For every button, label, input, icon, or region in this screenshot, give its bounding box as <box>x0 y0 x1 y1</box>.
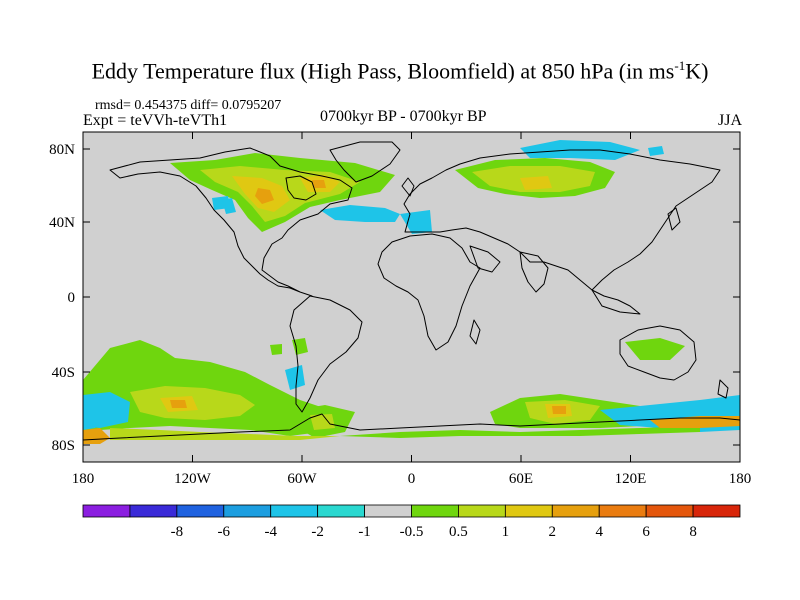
coast-india <box>519 251 549 293</box>
colorbar-box-3 <box>223 504 272 518</box>
colorbar-box-11 <box>598 504 647 518</box>
coast-south-america <box>289 295 363 413</box>
coast-antarctica <box>83 413 740 441</box>
drake-yellow-spot <box>310 414 335 430</box>
coast-africa <box>377 233 481 351</box>
lat-axis: 80N 40N 0 40S 80S <box>49 142 740 454</box>
lon-label-60w: 60W <box>287 471 317 487</box>
lon-label-120w: 120W <box>174 471 212 487</box>
colorbar-label-5: -0.5 <box>400 524 424 540</box>
colorbar-box-10 <box>551 504 600 518</box>
colorbar-label-7: 1 <box>502 524 510 540</box>
colorbar-label-1: -6 <box>218 524 231 540</box>
colorbar-label-11: 8 <box>689 524 697 540</box>
colorbar-box-2 <box>176 504 225 518</box>
colorbar-label-4: -1 <box>358 524 371 540</box>
colorbar-box-8 <box>458 504 506 518</box>
australia-south-green-region <box>625 338 685 360</box>
lon-label-0: 0 <box>408 471 416 487</box>
title-superscript: -1 <box>674 58 686 73</box>
colorbar-label-6: 0.5 <box>449 524 468 540</box>
colorbar-box-9 <box>504 504 553 518</box>
arctic-cyan-spot-east <box>648 146 664 156</box>
coast-new-zealand <box>717 379 729 399</box>
colorbar-box-13 <box>692 504 741 518</box>
season-label: JJA <box>718 112 743 129</box>
colorbar-box-7 <box>411 504 459 518</box>
coast-madagascar <box>469 319 481 345</box>
south-atlantic-green-spot <box>270 344 282 355</box>
colorbar-label-10: 6 <box>642 524 650 540</box>
colorbar-box-5 <box>317 504 365 518</box>
colorbar-box-6 <box>364 504 412 518</box>
title-end: K) <box>685 58 709 84</box>
colorbar-box-0 <box>82 504 131 518</box>
coast-greenland <box>329 141 401 183</box>
coast-arabia <box>469 245 501 273</box>
colorbar-label-9: 4 <box>595 524 603 540</box>
colorbar-labels: -8 -6 -4 -2 -1 -0.5 0.5 1 2 4 6 8 <box>171 524 697 540</box>
antarctic-green-strip <box>340 426 700 438</box>
na-orange-spot <box>255 188 274 204</box>
lat-label-40n: 40N <box>49 215 75 231</box>
map-area <box>83 132 740 462</box>
eurasia-gold-spot <box>520 176 552 190</box>
period-label: 0700kyr BP - 0700kyr BP <box>320 108 487 125</box>
iberia-cyan-region <box>400 210 432 234</box>
coast-eurasia <box>403 149 721 291</box>
coast-japan <box>667 207 681 231</box>
colorbar-box-12 <box>645 504 694 518</box>
lon-label-180-right: 180 <box>729 471 752 487</box>
colorbar-label-3: -2 <box>311 524 324 540</box>
southern-cyan-band-west <box>83 402 110 430</box>
coast-uk <box>401 177 415 197</box>
indian-orange-spot <box>552 406 566 414</box>
hudson-orange-spot <box>312 180 326 188</box>
lat-label-0: 0 <box>68 290 76 306</box>
colorbar-box-1 <box>129 504 178 518</box>
colorbar <box>82 504 741 518</box>
atlantic-cyan-region <box>320 205 400 222</box>
antarctic-orange-strip-east <box>650 416 740 428</box>
anomaly-fields <box>83 140 740 444</box>
stats-text: rmsd= 0.454375 diff= 0.0795207 <box>95 98 282 113</box>
lat-label-80n: 80N <box>49 142 75 158</box>
title-main: Eddy Temperature flux (High Pass, Bloomf… <box>91 58 675 84</box>
coast-southeast-asia <box>591 289 641 315</box>
greenland-cyan-spot <box>222 198 236 214</box>
coast-north-america <box>109 147 353 297</box>
coast-australia <box>619 325 697 381</box>
lat-label-80s: 80S <box>52 438 75 454</box>
antarctic-yellow-strip <box>110 428 340 440</box>
lon-label-120e: 120E <box>615 471 647 487</box>
lon-label-60e: 60E <box>509 471 533 487</box>
lon-axis: 180 120W 60W 0 60E 120E 180 <box>72 132 752 487</box>
colorbar-label-8: 2 <box>549 524 557 540</box>
colorbar-box-4 <box>270 504 319 518</box>
colorbar-label-2: -4 <box>264 524 277 540</box>
sa-cyan-region <box>285 365 305 390</box>
lon-label-180-left: 180 <box>72 471 95 487</box>
figure-title: Eddy Temperature flux (High Pass, Bloomf… <box>0 58 800 84</box>
coast-hudson-bay <box>285 175 317 201</box>
experiment-label: Expt = teVVh-teVTh1 <box>83 112 228 129</box>
coastlines <box>83 141 740 441</box>
colorbar-label-0: -8 <box>171 524 184 540</box>
lat-label-40s: 40S <box>52 365 75 381</box>
south-pacific-orange-spot <box>170 400 187 408</box>
